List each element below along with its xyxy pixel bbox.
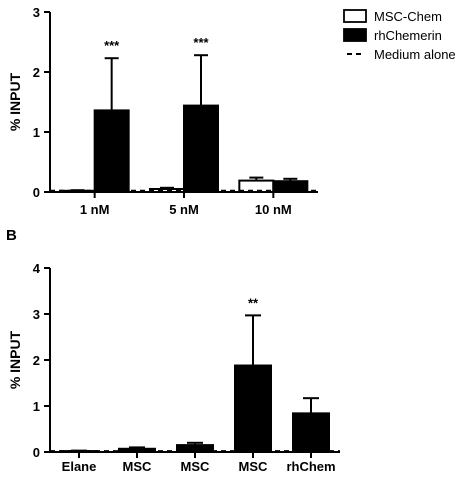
panel-b-bar xyxy=(234,364,272,453)
panel-a-significance-label: *** xyxy=(193,35,209,50)
panel-a-y-tick-label: 3 xyxy=(33,5,40,20)
panel-a-bar xyxy=(272,180,309,193)
panel-a-significance-label: *** xyxy=(104,38,120,53)
panel-b-y-tick-label: 2 xyxy=(33,353,40,368)
panel-b-x-tick-label: rhChem xyxy=(286,459,335,474)
panel-b-letter: B xyxy=(6,227,17,244)
panel-b-y-tick-label: 0 xyxy=(33,445,40,460)
panel-b-x-tick-label: Elane xyxy=(62,459,97,474)
panel-b-y-tick-label: 1 xyxy=(33,399,40,414)
panel-b-bar xyxy=(292,412,330,453)
panel-a-x-tick-label: 5 nM xyxy=(169,202,199,217)
panel-b-significance-label: ** xyxy=(248,295,259,310)
panel-b-y-tick-label: 4 xyxy=(33,261,41,276)
panel-b-y-axis-label: % INPUT xyxy=(7,330,23,389)
panel-a-bar xyxy=(93,109,130,193)
legend-label: MSC-Chem xyxy=(374,9,442,24)
panel-b-x-tick-label: MSC xyxy=(123,459,153,474)
panel-a-y-tick-label: 0 xyxy=(33,185,40,200)
panel-b-x-tick-label: MSC xyxy=(181,459,211,474)
legend-label: Medium alone xyxy=(374,47,456,62)
panel-a-y-tick-label: 1 xyxy=(33,125,40,140)
panel-a-y-axis-label: % INPUT xyxy=(7,72,23,131)
panel-b-x-tick-label: MSC xyxy=(239,459,269,474)
panel-a-x-tick-label: 10 nM xyxy=(255,202,292,217)
panel-b-y-tick-label: 3 xyxy=(33,307,40,322)
panel-a-x-tick-label: 1 nM xyxy=(80,202,110,217)
panel-a-bar xyxy=(183,104,219,193)
legend-swatch-rhchemerin xyxy=(343,28,367,42)
panel-a-y-tick-label: 2 xyxy=(33,65,40,80)
legend-swatch-msc-chem xyxy=(343,9,367,23)
legend-label: rhChemerin xyxy=(374,28,442,43)
